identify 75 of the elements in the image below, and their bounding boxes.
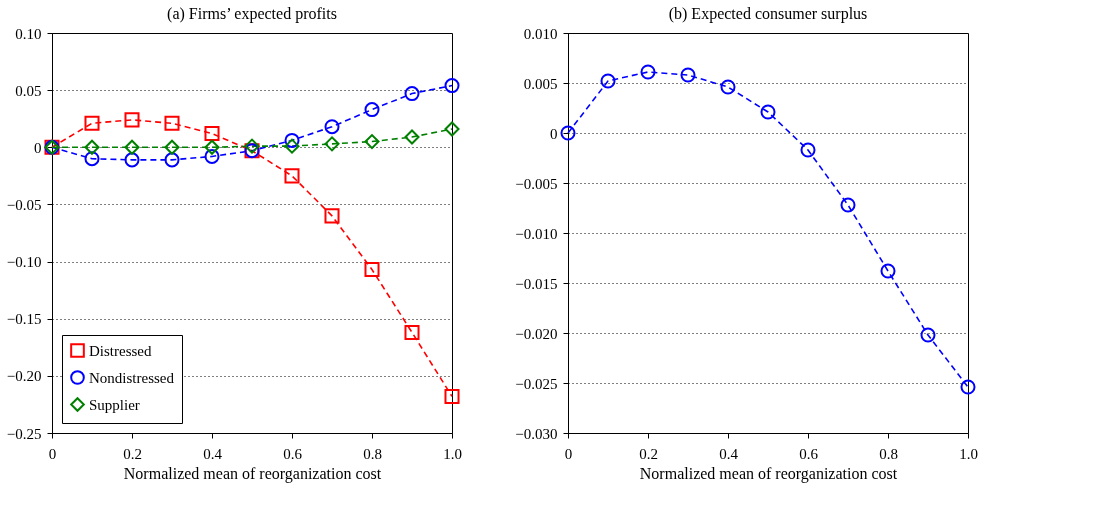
point — [124, 152, 140, 168]
point — [324, 119, 340, 135]
x-tick-label: 0.2 — [639, 445, 658, 462]
point — [444, 388, 460, 404]
point — [720, 79, 736, 95]
point — [760, 104, 776, 120]
point — [164, 139, 180, 155]
point — [124, 112, 140, 128]
point — [284, 168, 300, 184]
point — [244, 138, 260, 154]
point — [800, 142, 816, 158]
x-tick-label: 0.6 — [799, 445, 819, 462]
y-tick-label: 0 — [34, 139, 42, 156]
point — [124, 139, 140, 155]
x-tick-label: 0 — [48, 445, 57, 462]
point — [920, 327, 936, 343]
x-tick-label: 0.4 — [719, 445, 739, 462]
y-tick-label: 0 — [550, 125, 558, 142]
point — [284, 132, 300, 148]
point — [84, 139, 100, 155]
x-tick-label: 1.0 — [443, 445, 462, 462]
y-tick-label: −0.020 — [515, 325, 558, 342]
y-tick-label: 0.005 — [523, 75, 558, 92]
point — [364, 134, 380, 150]
point — [324, 136, 340, 152]
point — [404, 324, 420, 340]
point — [324, 208, 340, 224]
point — [960, 379, 976, 395]
point — [600, 73, 616, 89]
y-tick-label: −0.015 — [515, 275, 558, 292]
y-tick-label: 0.010 — [523, 25, 558, 42]
legend-label: Nondistressed — [89, 369, 175, 386]
point — [840, 197, 856, 213]
point — [404, 129, 420, 145]
point — [84, 115, 100, 131]
point — [880, 263, 896, 279]
y-tick-label: −0.05 — [6, 196, 42, 213]
x-tick-label: 0 — [564, 445, 573, 462]
x-axis-title: Normalized mean of reorganization cost — [123, 464, 382, 483]
point — [204, 148, 220, 164]
y-tick-label: −0.25 — [6, 425, 42, 442]
y-tick-label: −0.010 — [515, 225, 558, 242]
point — [560, 125, 576, 141]
y-tick-label: 0.10 — [15, 25, 42, 42]
y-tick-label: −0.005 — [515, 175, 558, 192]
y-tick-label: 0.05 — [15, 82, 42, 99]
point — [404, 86, 420, 102]
point — [204, 126, 220, 142]
y-tick-label: −0.20 — [6, 368, 42, 385]
chart-title: (a) Firms’ expected profits — [167, 5, 337, 23]
x-tick-label: 0.4 — [203, 445, 223, 462]
x-tick-label: 1.0 — [959, 445, 978, 462]
legend-label: Supplier — [89, 396, 140, 413]
legend-label: Distressed — [89, 342, 152, 359]
chart-title: (b) Expected consumer surplus — [668, 5, 868, 23]
x-tick-label: 0.2 — [123, 445, 142, 462]
y-tick-label: −0.030 — [515, 425, 558, 442]
point — [444, 78, 460, 94]
point — [84, 151, 100, 167]
point — [284, 138, 300, 154]
y-tick-label: −0.10 — [6, 254, 42, 271]
x-tick-label: 0.8 — [363, 445, 382, 462]
point — [680, 67, 696, 83]
x-tick-label: 0.6 — [283, 445, 303, 462]
point — [204, 139, 220, 155]
y-tick-label: −0.025 — [515, 375, 558, 392]
point — [164, 152, 180, 168]
point — [444, 121, 460, 137]
point — [640, 64, 656, 80]
x-tick-label: 0.8 — [879, 445, 898, 462]
y-tick-label: −0.15 — [6, 311, 42, 328]
x-axis-title: Normalized mean of reorganization cost — [639, 464, 898, 483]
point — [364, 262, 380, 278]
point — [364, 102, 380, 118]
point — [164, 115, 180, 131]
